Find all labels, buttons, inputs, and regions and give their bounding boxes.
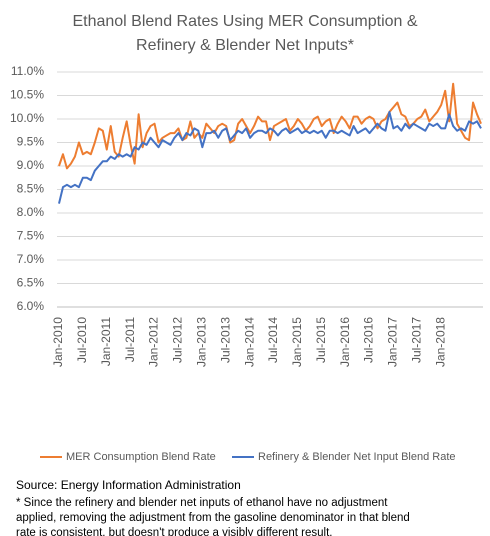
x-tick-label: Jan-2012: [147, 317, 161, 367]
y-tick-label: 9.5%: [17, 135, 45, 149]
x-tick-label: Jul-2016: [362, 317, 376, 363]
x-tick-label: Jul-2015: [314, 317, 328, 363]
x-tick-label: Jul-2013: [218, 317, 232, 363]
x-tick-label: Jan-2017: [386, 317, 400, 367]
x-tick-label: Jan-2014: [242, 317, 256, 367]
y-tick-label: 9.0%: [17, 158, 45, 172]
x-tick-label: Jul-2012: [171, 317, 185, 363]
y-tick-label: 6.5%: [17, 276, 45, 290]
chart-title-line: Ethanol Blend Rates Using MER Consumptio…: [72, 13, 417, 30]
chart-title-line: Refinery & Blender Net Inputs*: [136, 37, 354, 54]
y-tick-label: 10.0%: [10, 111, 44, 125]
x-tick-label: Jan-2015: [290, 317, 304, 367]
series-line: [58, 110, 482, 204]
x-tick-label: Jul-2010: [75, 317, 89, 363]
x-tick-label: Jan-2018: [433, 317, 447, 367]
x-tick-label: Jan-2010: [51, 317, 65, 367]
x-tick-label: Jan-2013: [194, 317, 208, 367]
y-tick-label: 8.5%: [17, 182, 45, 196]
y-tick-label: 6.0%: [17, 299, 45, 313]
y-tick-label: 7.0%: [17, 252, 45, 266]
x-tick-label: Jul-2011: [123, 317, 137, 362]
footnote-line: rate is consistent, but doesn't produce …: [16, 527, 333, 536]
series-line: [58, 82, 482, 170]
x-tick-label: Jul-2014: [266, 317, 280, 363]
x-tick-label: Jan-2011: [99, 317, 113, 366]
footnote-line: * Since the refinery and blender net inp…: [16, 497, 388, 509]
source-note: Source: Energy Information Administratio…: [16, 478, 241, 492]
legend-label: MER Consumption Blend Rate: [66, 451, 216, 463]
y-tick-label: 8.0%: [17, 205, 45, 219]
y-tick-label: 11.0%: [11, 64, 44, 78]
x-tick-label: Jul-2017: [409, 317, 423, 363]
y-tick-label: 10.5%: [10, 88, 44, 102]
legend-label: Refinery & Blender Net Input Blend Rate: [258, 451, 456, 463]
y-tick-label: 7.5%: [17, 229, 45, 243]
footnote-line: applied, removing the adjustment from th…: [16, 512, 410, 524]
x-tick-label: Jan-2016: [338, 317, 352, 367]
